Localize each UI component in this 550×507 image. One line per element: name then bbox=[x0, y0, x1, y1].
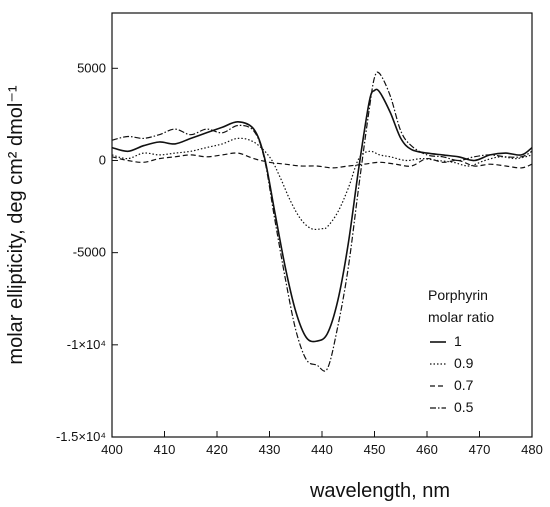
y-axis-label: molar ellipticity, deg cm² dmol⁻¹ bbox=[5, 85, 27, 364]
y-axis-ticks: 5000 0 -5000 -1×10⁴ -1.5×10⁴ bbox=[56, 60, 118, 444]
legend-label: 0.9 bbox=[454, 355, 474, 371]
series-line-1 bbox=[111, 137, 533, 231]
x-tick-label: 400 bbox=[101, 442, 123, 457]
legend-label: 0.7 bbox=[454, 377, 474, 393]
plot-frame bbox=[111, 12, 533, 438]
x-tick-label: 450 bbox=[364, 442, 386, 457]
x-tick-label: 470 bbox=[469, 442, 491, 457]
legend-items: 1 0.9 0.7 0.5 bbox=[430, 333, 474, 415]
series-line-2 bbox=[111, 152, 533, 169]
y-tick-label: 5000 bbox=[77, 60, 106, 75]
series-line-0 bbox=[111, 88, 533, 343]
x-axis-ticks: 400 410 420 430 440 450 460 470 480 bbox=[101, 431, 543, 457]
y-tick-label: -1.5×10⁴ bbox=[56, 429, 106, 444]
x-tick-label: 480 bbox=[521, 442, 543, 457]
legend-label: 1 bbox=[454, 333, 462, 349]
series-line-3 bbox=[111, 71, 533, 372]
series-layer bbox=[111, 71, 533, 372]
legend-title-line2: molar ratio bbox=[428, 309, 494, 325]
y-tick-label: -5000 bbox=[73, 245, 106, 260]
y-tick-label: -1×10⁴ bbox=[67, 337, 106, 352]
x-tick-label: 420 bbox=[206, 442, 228, 457]
x-tick-label: 460 bbox=[416, 442, 438, 457]
legend: Porphyrin molar ratio 1 0.9 0.7 0.5 bbox=[428, 287, 494, 415]
x-tick-label: 410 bbox=[154, 442, 176, 457]
x-tick-label: 440 bbox=[311, 442, 333, 457]
x-tick-label: 430 bbox=[259, 442, 281, 457]
legend-label: 0.5 bbox=[454, 399, 474, 415]
legend-title-line1: Porphyrin bbox=[428, 287, 488, 303]
y-tick-label: 0 bbox=[99, 152, 106, 167]
x-axis-label: wavelength, nm bbox=[309, 480, 450, 502]
